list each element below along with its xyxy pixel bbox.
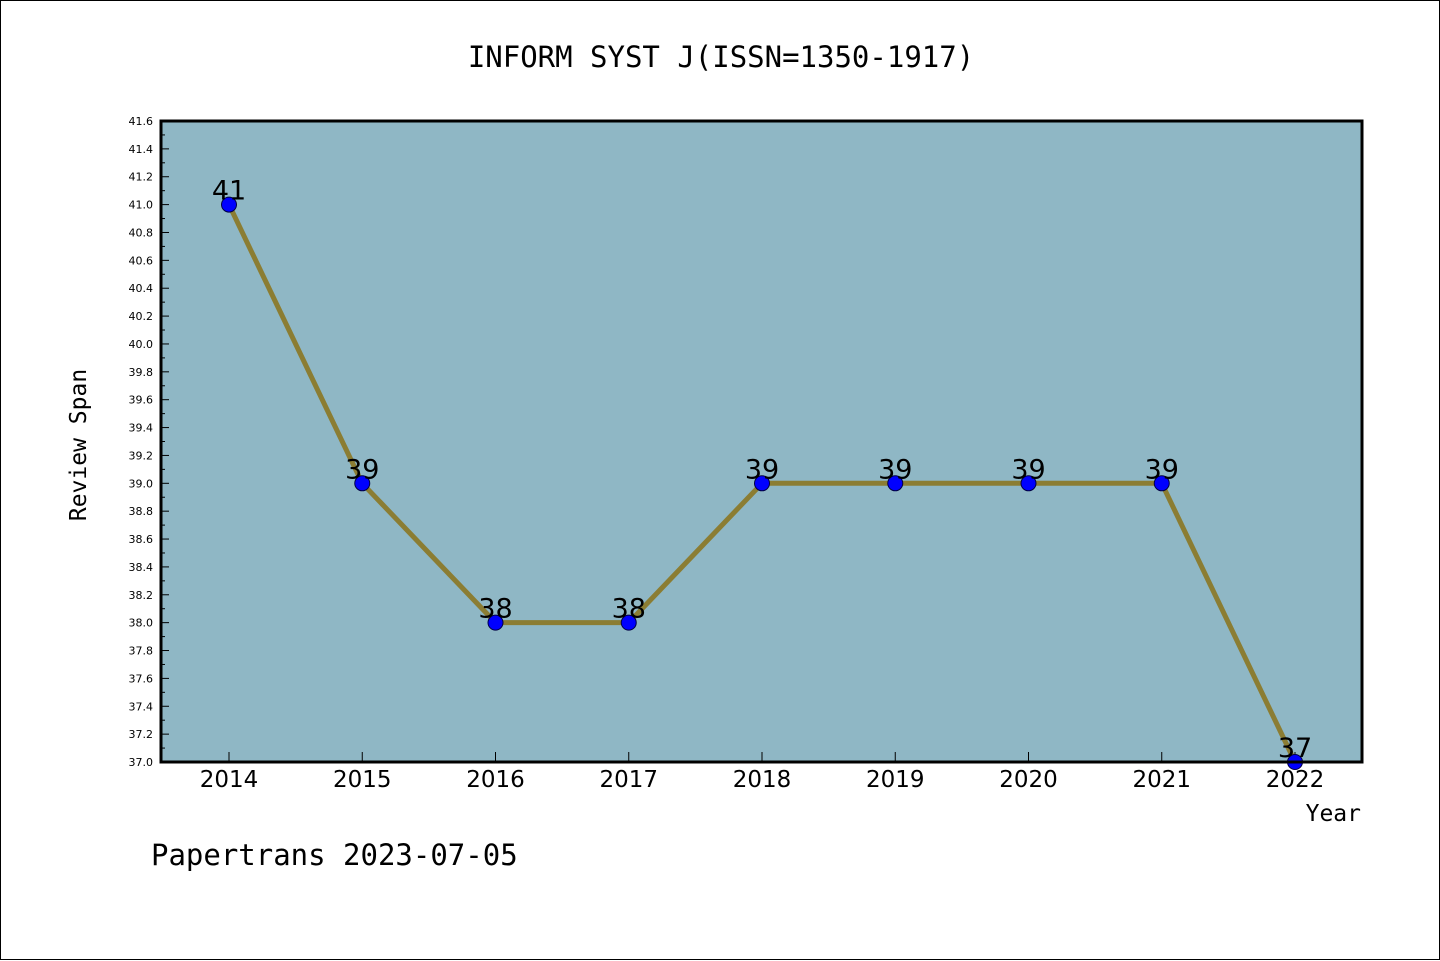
x-tick-label: 2019	[866, 767, 925, 793]
plot-area	[161, 121, 1362, 762]
y-tick-label: 40.6	[129, 254, 154, 267]
x-tick-label: 2018	[733, 767, 792, 793]
y-tick-label: 40.0	[129, 338, 154, 351]
x-tick-label: 2017	[599, 767, 658, 793]
x-tick-label: 2015	[333, 767, 392, 793]
y-tick-label: 41.4	[129, 143, 154, 156]
data-label: 39	[745, 454, 779, 485]
y-tick-label: 41.0	[129, 199, 154, 212]
y-tick-label: 39.4	[129, 422, 154, 435]
chart-title: INFORM SYST J(ISSN=1350-1917)	[468, 40, 974, 74]
data-point	[1153, 475, 1170, 492]
data-label: 39	[345, 454, 379, 485]
data-point	[354, 475, 371, 492]
x-tick-label: 2020	[999, 767, 1058, 793]
data-label: 39	[1145, 454, 1179, 485]
data-point	[221, 196, 237, 213]
y-tick-label: 39.0	[129, 477, 154, 490]
data-point	[1020, 475, 1037, 492]
y-tick-label: 40.8	[129, 226, 154, 239]
y-tick-label: 38.8	[129, 505, 154, 518]
y-tick-label: 37.8	[129, 645, 154, 658]
y-tick-label: 38.6	[129, 533, 154, 546]
data-point	[620, 614, 637, 631]
data-point	[487, 614, 504, 631]
data-label: 38	[612, 594, 646, 625]
y-axis-label: Review Span	[66, 369, 92, 521]
y-tick-label: 37.4	[129, 700, 154, 713]
plot-border	[159, 119, 1364, 764]
y-tick-label: 38.0	[129, 617, 154, 630]
y-tick-label: 41.6	[129, 115, 154, 128]
x-axis: 2014 2015 2016 2017 2018 2019 2020 2021 2022	[200, 752, 1325, 793]
y-tick-label: 40.4	[129, 282, 154, 295]
y-tick-label: 39.6	[129, 394, 154, 407]
y-tick-label: 37.2	[129, 728, 154, 741]
data-label: 39	[1011, 454, 1045, 485]
y-tick-label: 37.0	[129, 756, 154, 769]
data-label: 39	[878, 454, 912, 485]
data-point	[887, 475, 904, 492]
footer-credit: Papertrans 2023-07-05	[151, 838, 518, 872]
x-tick-label: 2022	[1266, 767, 1325, 793]
series-markers	[221, 196, 1303, 770]
x-axis-label: Year	[1306, 801, 1361, 827]
y-tick-label: 39.2	[129, 449, 154, 462]
x-tick-label: 2014	[200, 767, 259, 793]
y-tick-label: 37.6	[129, 672, 154, 685]
y-tick-label: 41.2	[129, 171, 154, 184]
y-tick-label: 39.8	[129, 366, 154, 379]
y-tick-label: 40.2	[129, 310, 154, 323]
y-axis: 37.0 37.2 37.4 37.6 37.8 38.0 38.2 38.4 38.6 38.8…	[129, 115, 169, 769]
x-tick-label: 2016	[466, 767, 525, 793]
data-labels: 41 39 38 38 39 39 39 39 37	[212, 176, 1312, 764]
y-tick-label: 38.2	[129, 589, 154, 602]
data-label: 37	[1278, 733, 1312, 764]
data-label: 38	[478, 594, 512, 625]
y-tick-label: 38.4	[129, 561, 154, 574]
data-label: 41	[212, 176, 246, 207]
x-tick-label: 2021	[1132, 767, 1191, 793]
data-point	[754, 475, 770, 492]
